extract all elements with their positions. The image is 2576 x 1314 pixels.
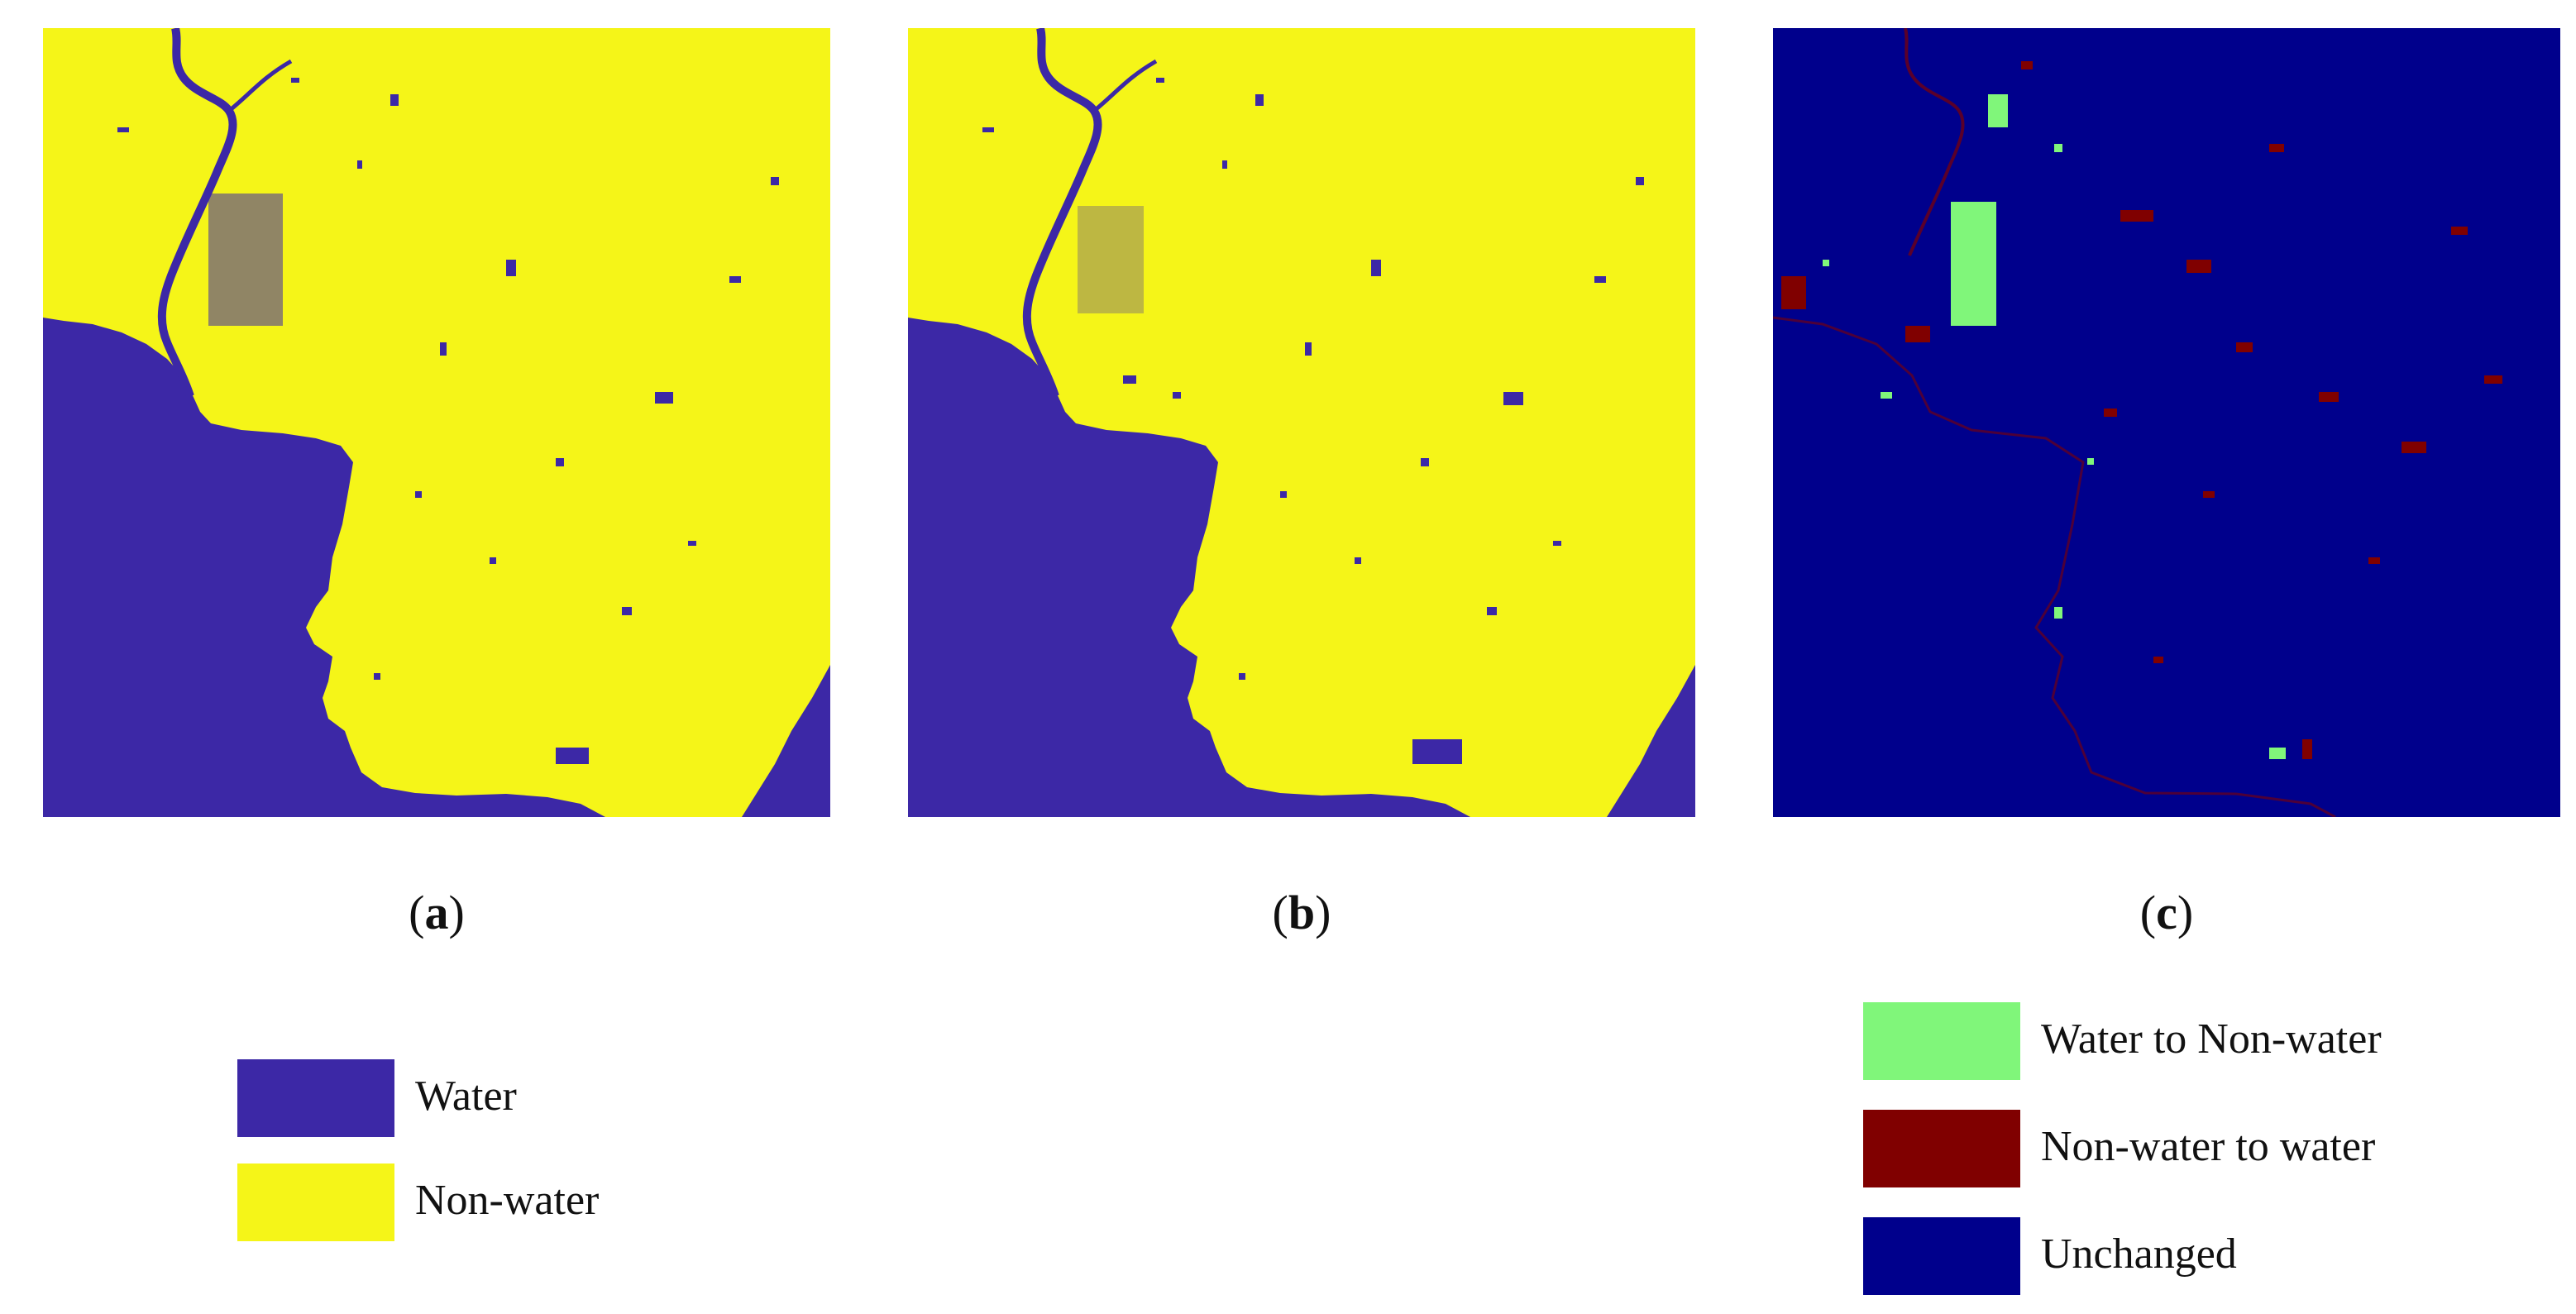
legend-label-water: Water bbox=[415, 1073, 517, 1120]
map-panel-b bbox=[908, 28, 1695, 817]
change-map-c bbox=[1773, 28, 2560, 817]
legend-swatch-non-water-to-water bbox=[1863, 1110, 2020, 1187]
river-change-trace bbox=[1904, 28, 1965, 256]
legend-label-non-water: Non-water bbox=[415, 1177, 600, 1224]
legend-swatch-unchanged bbox=[1863, 1217, 2020, 1295]
non-water-to-water-patches bbox=[1781, 61, 2502, 759]
river bbox=[1022, 28, 1102, 398]
water-map-a bbox=[43, 28, 830, 817]
sea-water-body bbox=[908, 318, 1470, 817]
scattered-water-patches bbox=[117, 78, 779, 764]
wetland-cluster bbox=[1078, 206, 1144, 313]
scattered-water-patches bbox=[982, 78, 1644, 764]
legend-swatch-non-water bbox=[237, 1163, 394, 1241]
legend-label-water-to-non-water: Water to Non-water bbox=[2041, 1015, 2382, 1063]
map-panel-a bbox=[43, 28, 830, 817]
panel-caption-c: (c) bbox=[2139, 886, 2194, 939]
coastline-trace bbox=[1773, 316, 2336, 817]
river bbox=[157, 28, 237, 398]
sea-water-corner bbox=[1607, 665, 1695, 817]
river-branch bbox=[227, 59, 293, 112]
sea-water-body bbox=[43, 318, 605, 817]
legend-label-unchanged: Unchanged bbox=[2041, 1230, 2237, 1278]
legend-swatch-water-to-non-water bbox=[1863, 1002, 2020, 1080]
water-to-non-water-patches bbox=[1823, 94, 2286, 759]
wetland-cluster bbox=[208, 194, 283, 326]
map-panel-c bbox=[1773, 28, 2560, 817]
panel-caption-b: (b) bbox=[1272, 886, 1331, 939]
river-branch bbox=[1092, 59, 1158, 112]
legend-label-non-water-to-water: Non-water to water bbox=[2041, 1123, 2376, 1170]
legend-swatch-water bbox=[237, 1059, 394, 1137]
panel-caption-a: (a) bbox=[409, 886, 465, 939]
sea-water-corner bbox=[742, 665, 830, 817]
water-map-b bbox=[908, 28, 1695, 817]
unchanged-area bbox=[1773, 28, 2560, 817]
